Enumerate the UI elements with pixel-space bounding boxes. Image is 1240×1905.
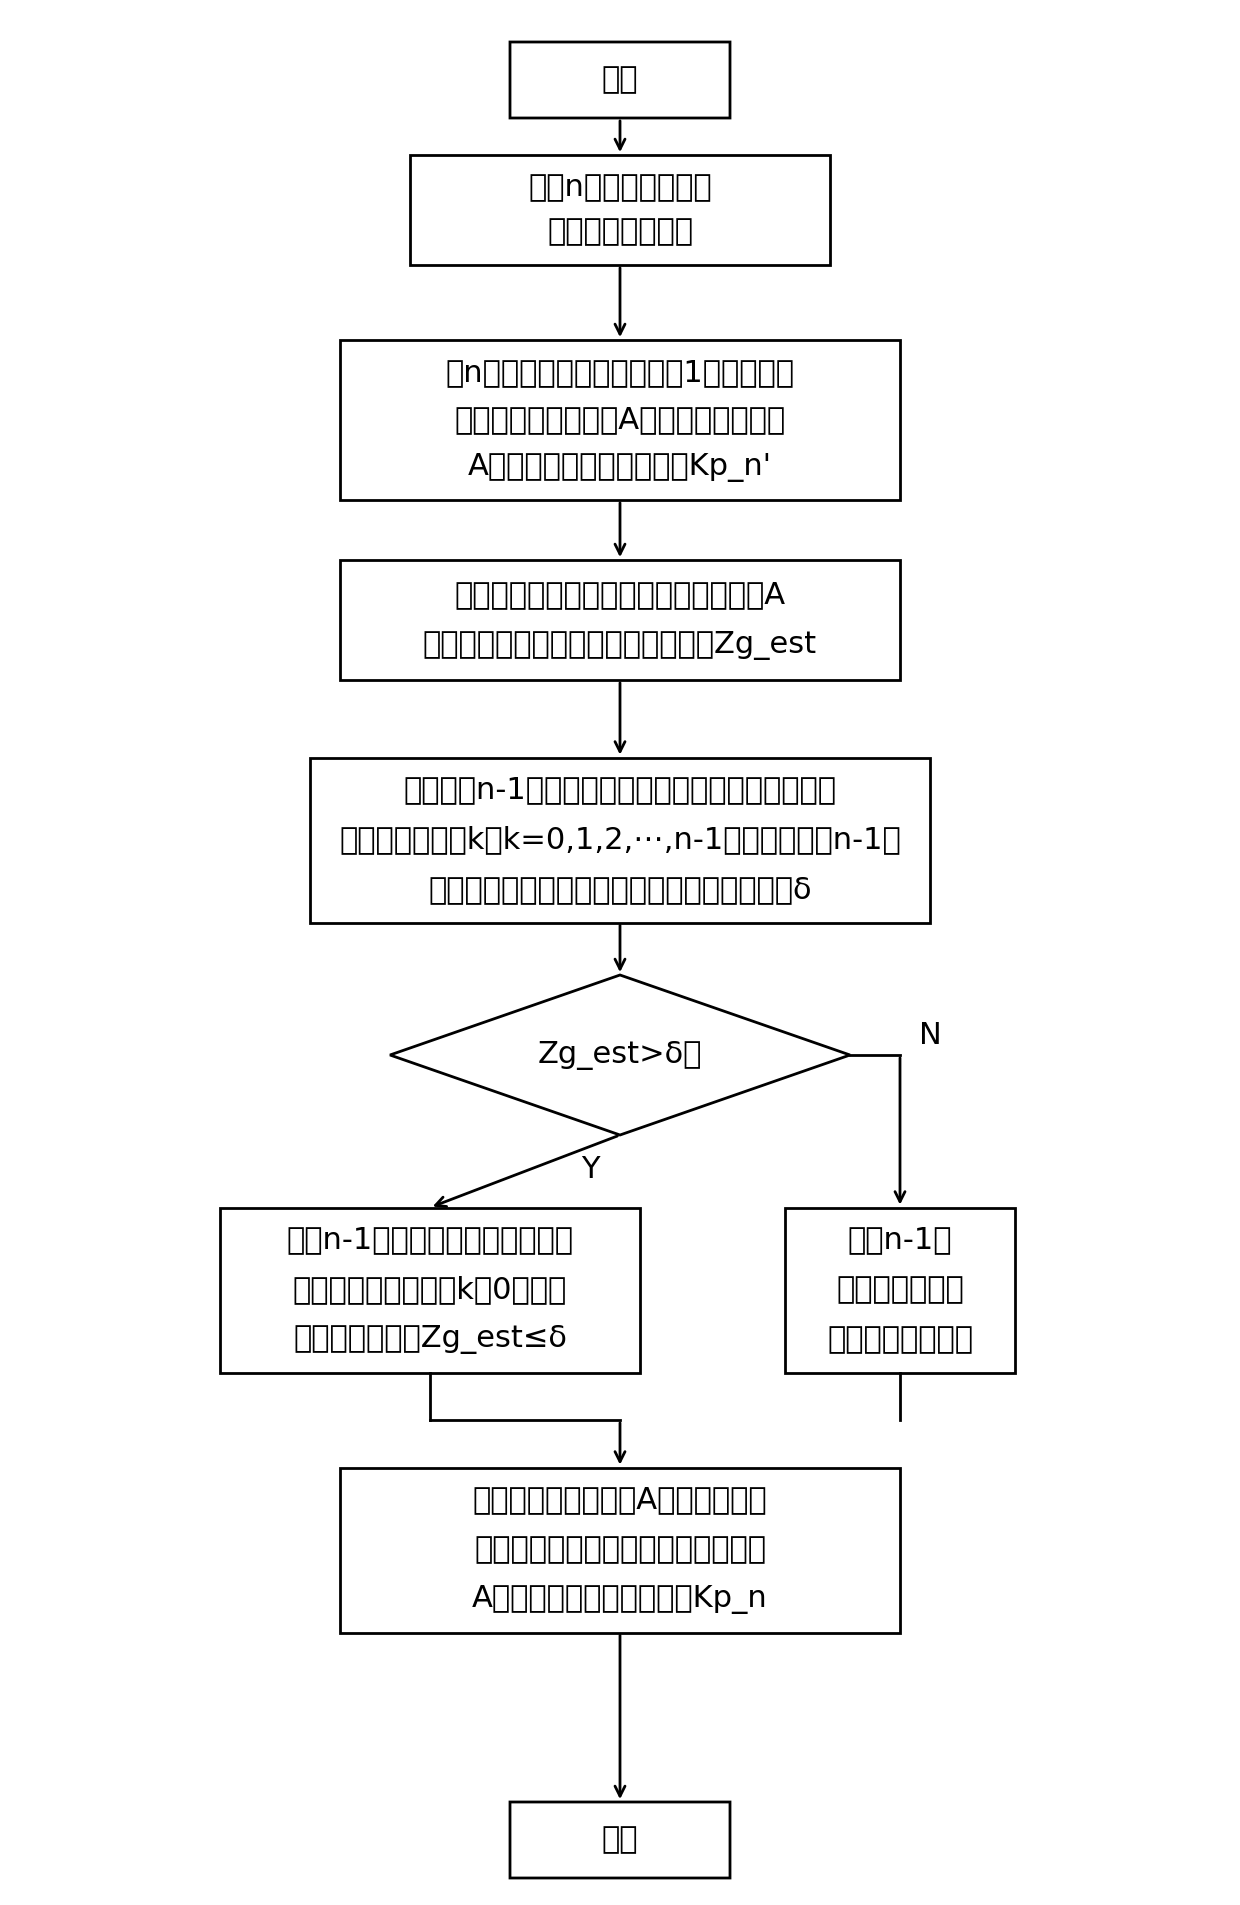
Polygon shape [391, 975, 849, 1135]
Text: 参数，其中重新设置后的并网逆变器: 参数，其中重新设置后的并网逆变器 [474, 1535, 766, 1564]
Text: 个增加直到满足Zg_est≤δ: 个增加直到满足Zg_est≤δ [293, 1326, 567, 1354]
Bar [410, 154, 830, 265]
Text: 通过电网阻抗辨识算法获得并网逆变器A: 通过电网阻抗辨识算法获得并网逆变器A [454, 581, 786, 610]
Text: 器，记为并网逆变器A，设置并网逆变器: 器，记为并网逆变器A，设置并网逆变器 [454, 406, 786, 434]
Text: A的电流调节器比例系数为Kp_n': A的电流调节器比例系数为Kp_n' [467, 453, 773, 482]
Text: 设置n台并网逆变器均: 设置n台并网逆变器均 [528, 173, 712, 202]
Text: 其余n-1台并网逆变器自适应切换: 其余n-1台并网逆变器自适应切换 [286, 1225, 573, 1255]
Text: 到电压源模式的台数k从0开始逐: 到电压源模式的台数k从0开始逐 [293, 1276, 567, 1305]
Text: 公共耦合点的等效电网阻抗，并记为Zg_est: 公共耦合点的等效电网阻抗，并记为Zg_est [423, 631, 817, 659]
Bar [219, 1208, 640, 1372]
Text: 其余n-1台: 其余n-1台 [848, 1225, 952, 1255]
Bar [340, 339, 900, 499]
Text: 结束: 结束 [601, 1825, 639, 1854]
Text: 运行在电流源模式: 运行在电流源模式 [827, 1326, 973, 1354]
FancyBboxPatch shape [510, 42, 730, 118]
Text: 重新设置并网逆变器A的电流调节器: 重新设置并网逆变器A的电流调节器 [472, 1486, 768, 1514]
Text: 并网逆变器保持: 并网逆变器保持 [836, 1276, 963, 1305]
Text: A的电流调节器比例系数为Kp_n: A的电流调节器比例系数为Kp_n [472, 1585, 768, 1615]
Bar [310, 758, 930, 922]
Text: 从n台并网逆变器中任意选择1台并网逆变: 从n台并网逆变器中任意选择1台并网逆变 [445, 358, 795, 387]
Text: 设置其余n-1台并网逆变器中需要自适应切换到电压: 设置其余n-1台并网逆变器中需要自适应切换到电压 [403, 775, 837, 804]
Text: 源模式的台数为k，k=0,1,2,⋯,n-1，并设置其余n-1台: 源模式的台数为k，k=0,1,2,⋯,n-1，并设置其余n-1台 [339, 825, 901, 855]
Bar [785, 1208, 1016, 1372]
Text: Y: Y [580, 1156, 599, 1185]
Text: 并网逆变器公共耦合点的等效电网阻抗边界值δ: 并网逆变器公共耦合点的等效电网阻抗边界值δ [428, 876, 812, 905]
Text: 运行在电流源模式: 运行在电流源模式 [547, 217, 693, 246]
Text: 开始: 开始 [601, 65, 639, 95]
Text: N: N [919, 1021, 941, 1050]
Bar [340, 1467, 900, 1633]
FancyBboxPatch shape [510, 1802, 730, 1878]
Bar [340, 560, 900, 680]
Text: Zg_est>δ？: Zg_est>δ？ [538, 1040, 702, 1069]
